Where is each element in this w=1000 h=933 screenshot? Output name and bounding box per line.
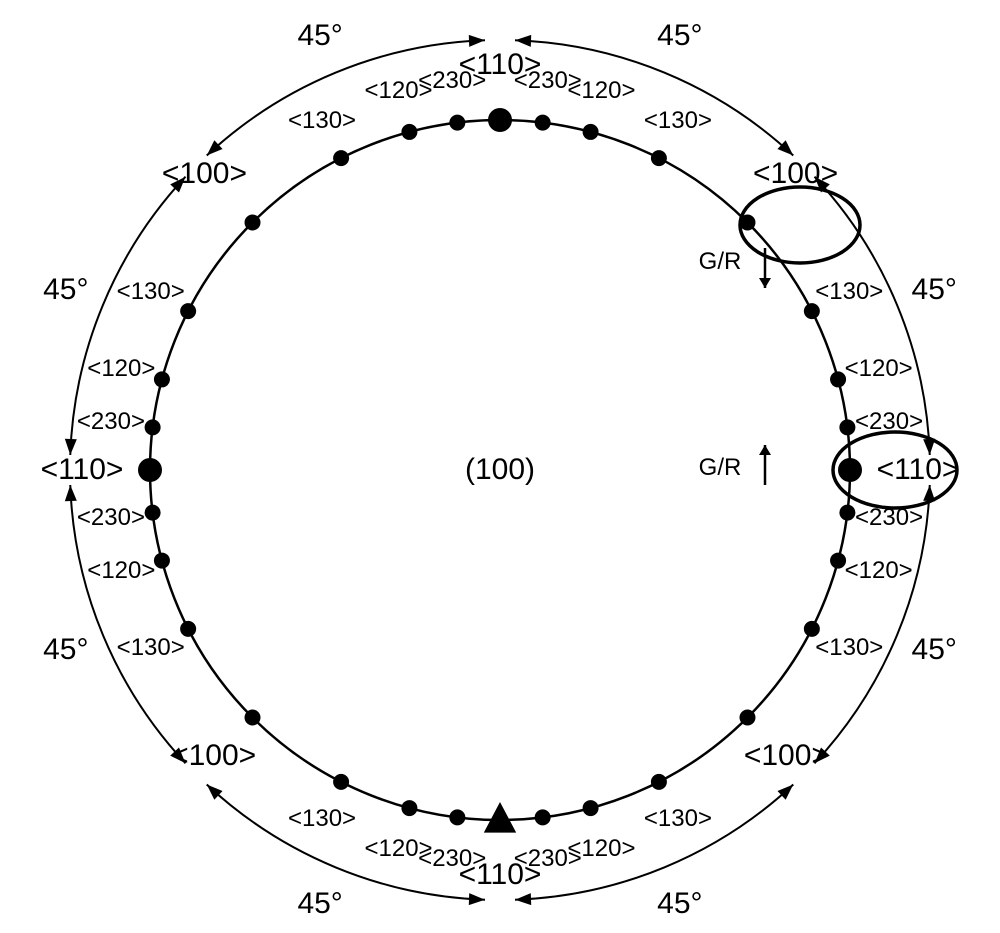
direction-label: <130> — [815, 634, 883, 662]
diagram-stage: (100) <110> <230> <120> <130> <100> <130> <120>… — [0, 0, 1000, 933]
arc-45-label: 45° — [912, 633, 957, 667]
direction-label: <130> — [815, 278, 883, 306]
direction-label: <100> — [744, 739, 829, 773]
arc-45-label: 45° — [657, 887, 702, 921]
direction-label: <130> — [288, 805, 356, 833]
center-label: (100) — [465, 453, 535, 487]
direction-label: <120> — [364, 835, 432, 863]
gr-label: G/R — [699, 454, 742, 482]
direction-label: <230> — [418, 67, 486, 95]
direction-label: <110> — [877, 453, 960, 487]
direction-label: <130> — [117, 278, 185, 306]
direction-label: <120> — [87, 355, 155, 383]
arc-45-label: 45° — [297, 887, 342, 921]
direction-label: <230> — [77, 408, 145, 436]
direction-label: <230> — [855, 504, 923, 532]
gr-label: G/R — [699, 248, 742, 276]
direction-label: <230> — [77, 504, 145, 532]
direction-label: <130> — [644, 107, 712, 135]
direction-label: <120> — [567, 77, 635, 105]
direction-label: <120> — [87, 557, 155, 585]
direction-label: <130> — [644, 805, 712, 833]
direction-label: <230> — [855, 408, 923, 436]
direction-label: <120> — [845, 557, 913, 585]
direction-label: <100> — [171, 739, 256, 773]
arc-45-label: 45° — [657, 19, 702, 53]
direction-label: <100> — [753, 157, 838, 191]
direction-label: <130> — [117, 634, 185, 662]
arc-45-label: 45° — [297, 19, 342, 53]
arc-45-label: 45° — [912, 273, 957, 307]
direction-label: <120> — [845, 355, 913, 383]
arc-45-label: 45° — [43, 633, 88, 667]
arc-45-label: 45° — [43, 273, 88, 307]
direction-label: <110> — [41, 453, 124, 487]
direction-label: <130> — [288, 107, 356, 135]
direction-label: <100> — [162, 157, 247, 191]
